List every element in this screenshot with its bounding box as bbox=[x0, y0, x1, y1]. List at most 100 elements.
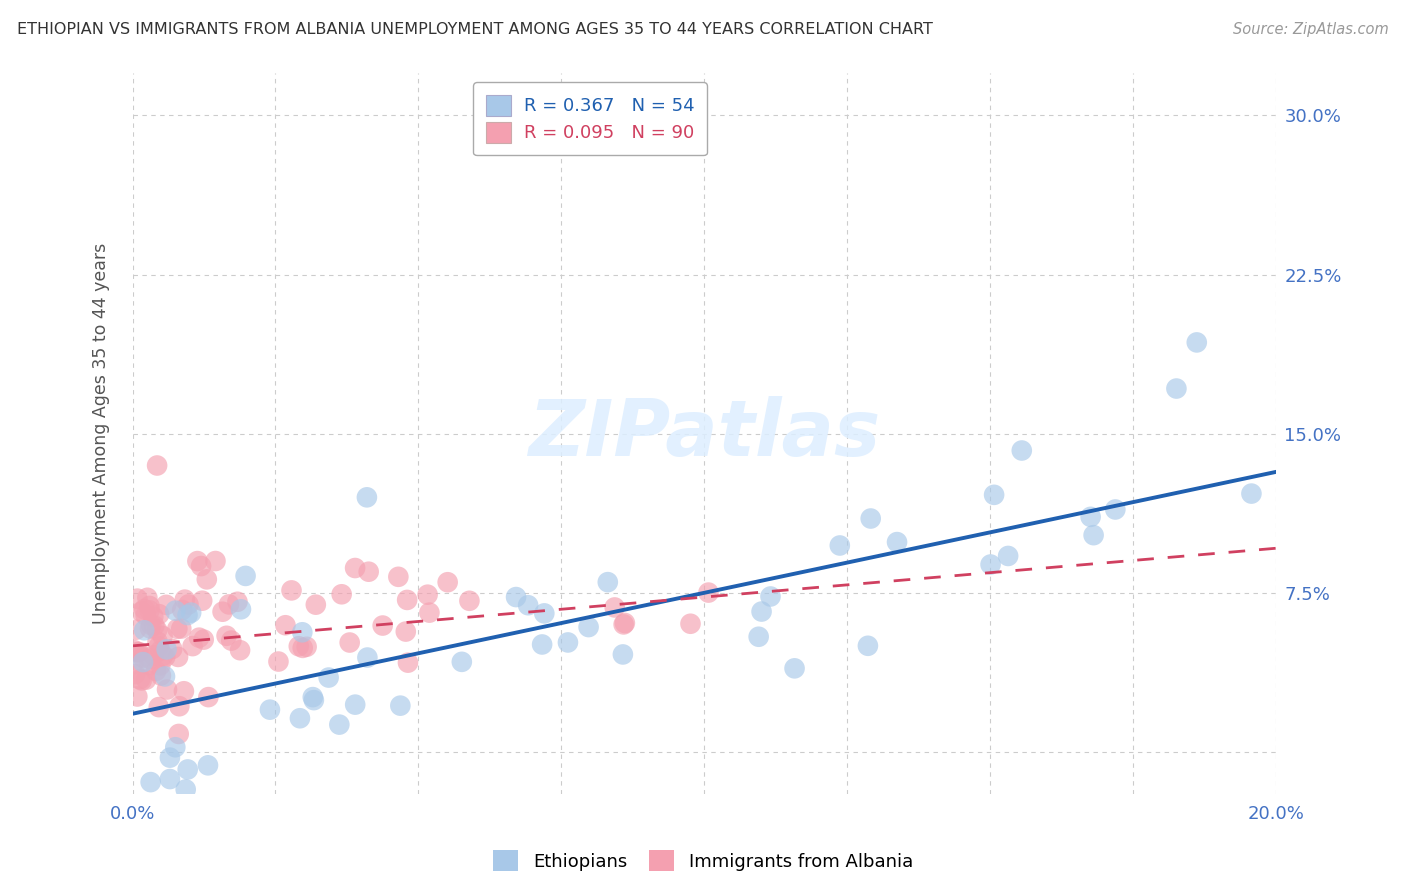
Point bbox=[153, 650, 176, 665]
Point bbox=[193, 632, 215, 647]
Point bbox=[188, 631, 211, 645]
Point bbox=[613, 617, 636, 632]
Point bbox=[146, 634, 169, 648]
Point bbox=[318, 671, 340, 685]
Point bbox=[174, 782, 197, 797]
Point bbox=[531, 638, 554, 652]
Point bbox=[197, 758, 219, 772]
Point bbox=[612, 648, 634, 662]
Point bbox=[138, 599, 160, 613]
Point bbox=[274, 618, 297, 632]
Point bbox=[856, 639, 879, 653]
Point bbox=[148, 640, 170, 654]
Point bbox=[983, 488, 1005, 502]
Point bbox=[751, 605, 773, 619]
Point bbox=[125, 623, 148, 637]
Point bbox=[339, 635, 361, 649]
Point bbox=[176, 763, 198, 777]
Point bbox=[190, 559, 212, 574]
Point bbox=[142, 609, 165, 624]
Point bbox=[121, 657, 143, 671]
Point bbox=[159, 750, 181, 764]
Point bbox=[387, 570, 409, 584]
Point bbox=[170, 622, 193, 636]
Point bbox=[197, 690, 219, 705]
Point bbox=[997, 549, 1019, 563]
Legend: R = 0.367   N = 54, R = 0.095   N = 90: R = 0.367 N = 54, R = 0.095 N = 90 bbox=[472, 82, 707, 155]
Point bbox=[166, 622, 188, 636]
Point bbox=[226, 595, 249, 609]
Point bbox=[127, 591, 149, 606]
Point bbox=[218, 598, 240, 612]
Point bbox=[149, 668, 172, 682]
Text: ETHIOPIAN VS IMMIGRANTS FROM ALBANIA UNEMPLOYMENT AMONG AGES 35 TO 44 YEARS CORR: ETHIOPIAN VS IMMIGRANTS FROM ALBANIA UNE… bbox=[17, 22, 932, 37]
Point bbox=[517, 599, 540, 613]
Point bbox=[344, 561, 367, 575]
Point bbox=[135, 608, 157, 623]
Point bbox=[389, 698, 412, 713]
Point bbox=[356, 650, 378, 665]
Point bbox=[165, 604, 187, 618]
Point bbox=[603, 600, 626, 615]
Point bbox=[139, 775, 162, 789]
Point bbox=[211, 605, 233, 619]
Point bbox=[132, 650, 155, 665]
Point bbox=[129, 605, 152, 619]
Point bbox=[173, 684, 195, 698]
Point bbox=[828, 539, 851, 553]
Point bbox=[215, 629, 238, 643]
Point bbox=[280, 583, 302, 598]
Point bbox=[578, 620, 600, 634]
Text: ZIPatlas: ZIPatlas bbox=[529, 396, 880, 472]
Point bbox=[132, 655, 155, 669]
Point bbox=[167, 727, 190, 741]
Point bbox=[396, 656, 419, 670]
Point bbox=[356, 491, 378, 505]
Point bbox=[181, 639, 204, 653]
Point bbox=[259, 703, 281, 717]
Point bbox=[302, 693, 325, 707]
Point bbox=[679, 616, 702, 631]
Point bbox=[186, 554, 208, 568]
Legend: Ethiopians, Immigrants from Albania: Ethiopians, Immigrants from Albania bbox=[486, 843, 920, 879]
Point bbox=[371, 618, 394, 632]
Point bbox=[301, 690, 323, 705]
Point bbox=[169, 699, 191, 714]
Point bbox=[505, 590, 527, 604]
Point bbox=[288, 711, 311, 725]
Point bbox=[458, 594, 481, 608]
Point bbox=[291, 640, 314, 655]
Point bbox=[177, 598, 200, 612]
Point bbox=[436, 575, 458, 590]
Text: Source: ZipAtlas.com: Source: ZipAtlas.com bbox=[1233, 22, 1389, 37]
Point bbox=[557, 635, 579, 649]
Point bbox=[291, 625, 314, 640]
Point bbox=[204, 554, 226, 568]
Point bbox=[124, 667, 146, 681]
Point bbox=[134, 602, 156, 616]
Point bbox=[395, 624, 418, 639]
Point bbox=[191, 593, 214, 607]
Point bbox=[221, 633, 243, 648]
Point bbox=[533, 607, 555, 621]
Point bbox=[295, 640, 318, 654]
Point bbox=[155, 642, 177, 657]
Point bbox=[886, 535, 908, 549]
Point bbox=[138, 658, 160, 673]
Y-axis label: Unemployment Among Ages 35 to 44 years: Unemployment Among Ages 35 to 44 years bbox=[93, 243, 110, 624]
Point bbox=[305, 598, 328, 612]
Point bbox=[1011, 443, 1033, 458]
Point bbox=[152, 648, 174, 663]
Point bbox=[416, 588, 439, 602]
Point bbox=[124, 643, 146, 657]
Point bbox=[859, 511, 882, 525]
Point bbox=[138, 603, 160, 617]
Point bbox=[135, 673, 157, 687]
Point bbox=[172, 603, 194, 617]
Point bbox=[287, 639, 309, 653]
Point bbox=[613, 615, 636, 630]
Point bbox=[450, 655, 472, 669]
Point bbox=[697, 585, 720, 599]
Point bbox=[141, 618, 163, 632]
Point bbox=[160, 642, 183, 657]
